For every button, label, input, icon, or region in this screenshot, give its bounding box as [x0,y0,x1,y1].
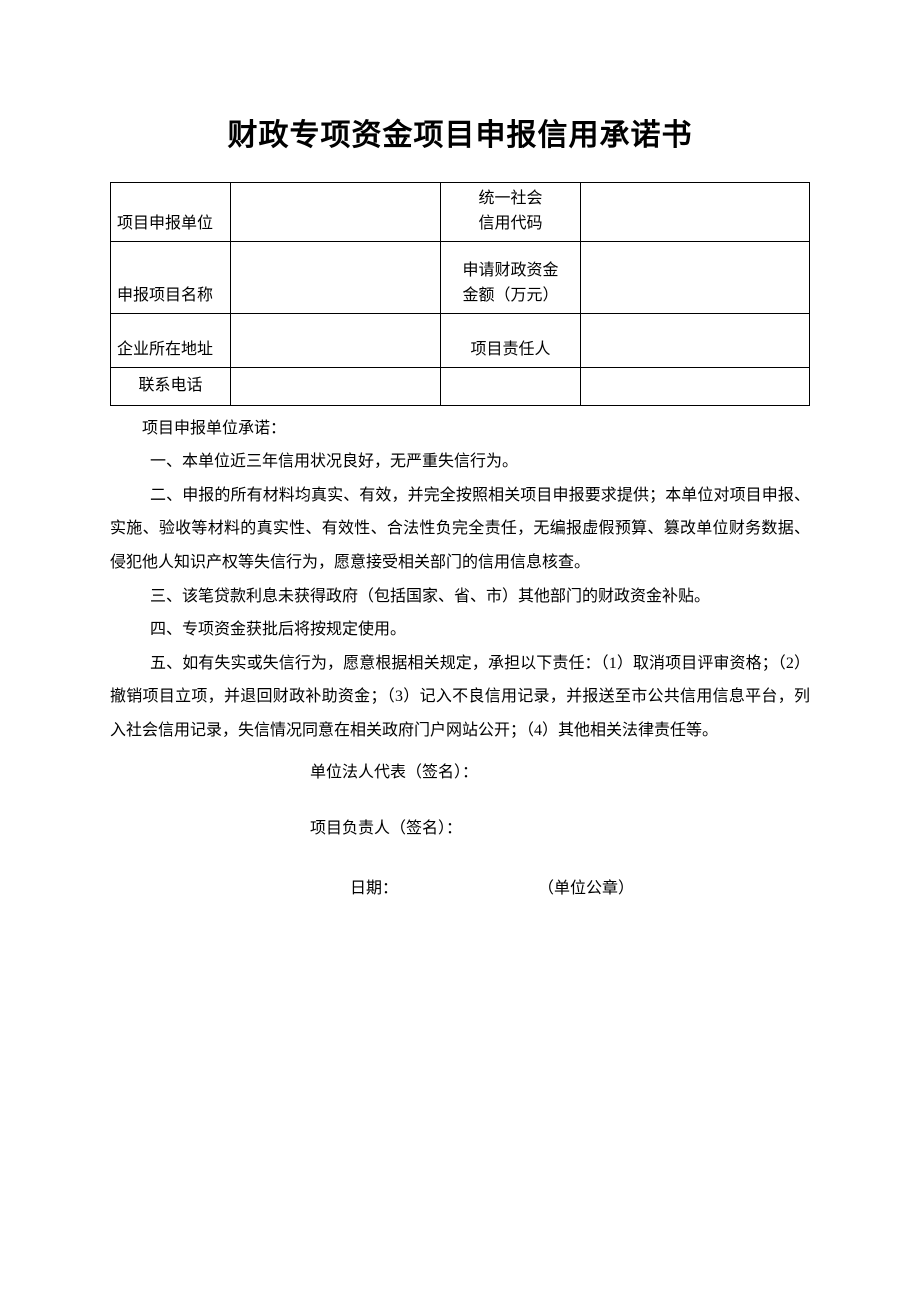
document-page: 财政专项资金项目申报信用承诺书 项目申报单位 统一社会 信用代码 申报项目名称 … [0,0,920,1301]
table-row: 企业所在地址 项目责任人 [111,313,810,367]
value-phone[interactable] [231,367,441,405]
date-label: 日期： [350,870,398,908]
value-responsible[interactable] [581,313,810,367]
form-table: 项目申报单位 统一社会 信用代码 申报项目名称 申请财政资金 金额（万元） 企业… [110,182,810,406]
signature-legal-rep: 单位法人代表（签名）： [110,754,810,792]
table-row: 项目申报单位 统一社会 信用代码 [111,183,810,242]
commitment-lead: 项目申报单位承诺： [110,412,810,446]
value-amount[interactable] [581,241,810,313]
commitment-item: 一、本单位近三年信用状况良好，无严重失信行为。 [110,445,810,479]
date-seal-line: 日期： （单位公章） [110,870,810,908]
signature-block: 单位法人代表（签名）： 项目负责人（签名）： 日期： （单位公章） [110,754,810,909]
label-project-name: 申报项目名称 [111,241,231,313]
commitment-item: 三、该笔贷款利息未获得政府（包括国家、省、市）其他部门的财政资金补贴。 [110,580,810,614]
signature-project-head: 项目负责人（签名）： [110,810,810,848]
commitment-body: 项目申报单位承诺： 一、本单位近三年信用状况良好，无严重失信行为。 二、申报的所… [110,412,810,748]
value-address[interactable] [231,313,441,367]
label-responsible: 项目责任人 [441,313,581,367]
label-credit-code: 统一社会 信用代码 [441,183,581,242]
signature-project-head-label: 项目负责人（签名）： [310,810,462,848]
label-amount: 申请财政资金 金额（万元） [441,241,581,313]
label-blank [441,367,581,405]
label-applicant-unit: 项目申报单位 [111,183,231,242]
label-phone: 联系电话 [111,367,231,405]
value-applicant-unit[interactable] [231,183,441,242]
commitment-item: 四、专项资金获批后将按规定使用。 [110,613,810,647]
table-row: 申报项目名称 申请财政资金 金额（万元） [111,241,810,313]
signature-legal-rep-label: 单位法人代表（签名）： [310,754,478,792]
value-credit-code[interactable] [581,183,810,242]
commitment-item: 五、如有失实或失信行为，愿意根据相关规定，承担以下责任：（1）取消项目评审资格；… [110,647,810,748]
document-title: 财政专项资金项目申报信用承诺书 [110,110,810,154]
value-blank[interactable] [581,367,810,405]
value-project-name[interactable] [231,241,441,313]
seal-label: （单位公章） [538,870,634,908]
label-address: 企业所在地址 [111,313,231,367]
commitment-item: 二、申报的所有材料均真实、有效，并完全按照相关项目申报要求提供；本单位对项目申报… [110,479,810,580]
table-row: 联系电话 [111,367,810,405]
